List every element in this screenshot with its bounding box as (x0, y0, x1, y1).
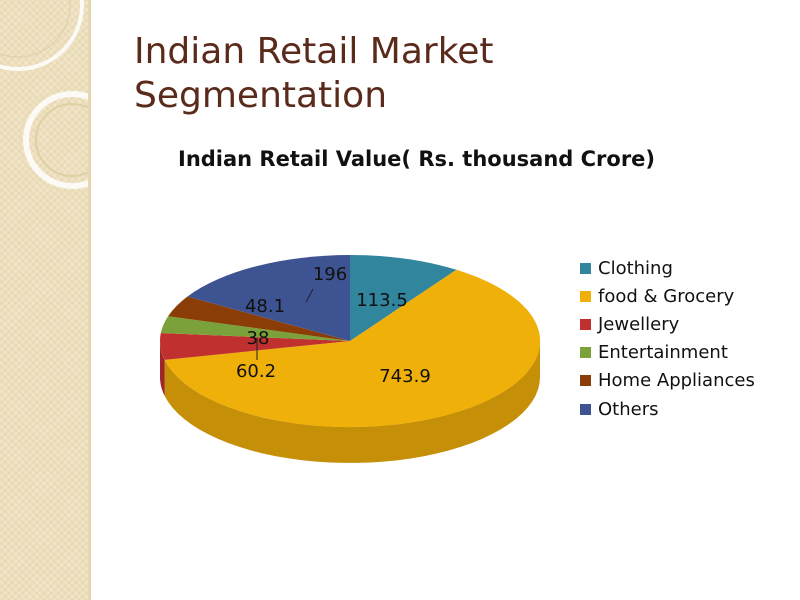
legend-item-entertainment: Entertainment (580, 339, 755, 367)
legend-swatch (580, 318, 591, 330)
pie-leader-lines (256, 288, 314, 360)
data-label-entertainment: 38 (247, 328, 270, 349)
data-label-home-appliances: 48.1 (245, 296, 285, 317)
slide-title-line-2: Segmentation (134, 75, 388, 116)
data-label-jewellery: 60.2 (236, 361, 276, 382)
chart-legend: Clothing food & Grocery Jewellery Entertain… (580, 254, 755, 423)
legend-label: Others (598, 398, 659, 420)
pie-side-jewellery (160, 341, 165, 396)
legend-swatch (580, 290, 591, 302)
pie-slice-others (187, 255, 350, 341)
legend-label: Home Appliances (598, 370, 755, 392)
pie-slice-jewellery (159, 333, 350, 360)
slide-title: Indian Retail Market Segmentation (134, 30, 754, 118)
legend-swatch (580, 262, 591, 274)
legend-item-clothing: Clothing (580, 254, 755, 282)
legend-label: Entertainment (598, 342, 728, 364)
pie-sides (160, 341, 540, 463)
legend-swatch (580, 375, 591, 387)
legend-swatch (580, 347, 591, 359)
leader-line-others (305, 288, 314, 303)
pie-side-food-and-grocery (164, 341, 540, 463)
chart-title: Indian Retail Value( Rs. thousand Crore) (178, 147, 656, 171)
pie-slice-clothing (350, 255, 457, 341)
data-label-food-and-grocery: 743.9 (379, 366, 431, 387)
legend-item-food-and-grocery: food & Grocery (580, 282, 755, 310)
pie-data-labels: 113.5 743.9 60.2 38 48.1 196 (236, 264, 431, 387)
legend-label: Clothing (598, 257, 673, 279)
legend-label: Jewellery (598, 313, 680, 335)
legend-label: food & Grocery (598, 285, 735, 307)
pie-slices (159, 255, 541, 428)
pie-slice-home-appliances (168, 296, 350, 341)
sidebar-rings-decoration (0, 0, 88, 193)
legend-item-home-appliances: Home Appliances (580, 367, 755, 395)
legend-item-others: Others (580, 395, 755, 423)
pie-slice-food-and-grocery (164, 269, 541, 428)
data-label-clothing: 113.5 (356, 290, 408, 311)
data-label-others: 196 (313, 264, 347, 285)
slide-title-line-1: Indian Retail Market (134, 31, 494, 72)
pie-slice-entertainment (160, 316, 350, 341)
legend-item-jewellery: Jewellery (580, 310, 755, 338)
legend-swatch (580, 403, 591, 415)
decorative-sidebar (0, 0, 91, 600)
